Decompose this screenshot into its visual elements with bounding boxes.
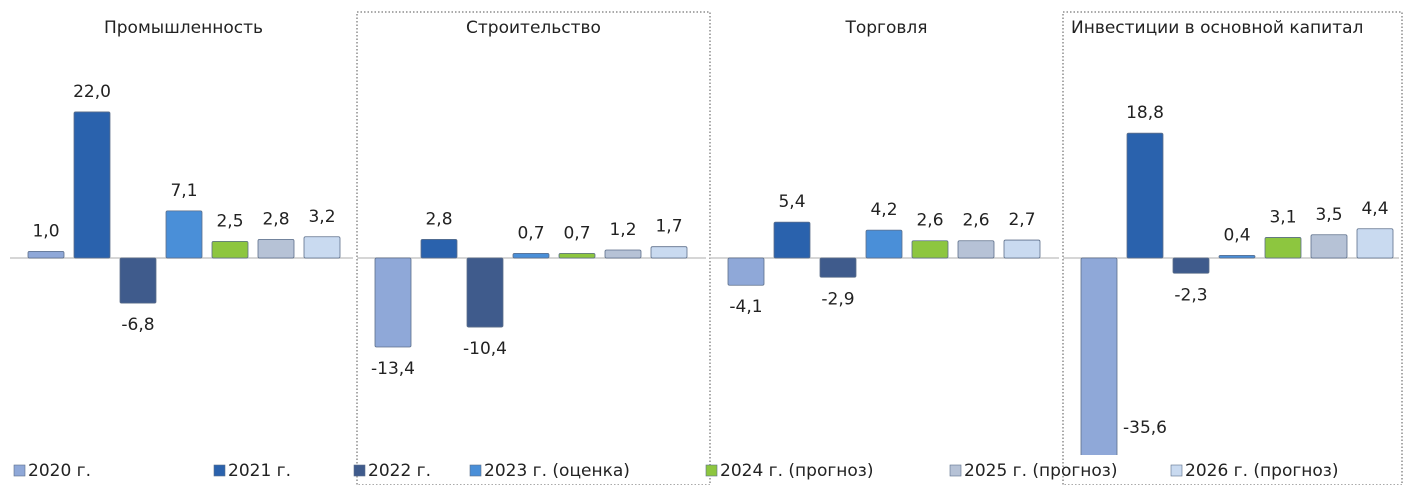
legend-label: 2022 г. xyxy=(368,461,431,481)
bar xyxy=(466,257,504,328)
value-label: 22,0 xyxy=(73,82,111,102)
value-label: -10,4 xyxy=(463,339,507,359)
value-label: 2,6 xyxy=(962,211,989,231)
bar xyxy=(165,210,203,259)
value-label: -13,4 xyxy=(371,359,415,379)
legend-label: 2020 г. xyxy=(28,461,91,481)
legend-label: 2025 г. (прогноз) xyxy=(964,461,1117,481)
legend-swatch xyxy=(949,464,962,477)
bar xyxy=(819,257,857,278)
legend-label: 2021 г. xyxy=(228,461,291,481)
bar xyxy=(558,252,596,259)
value-label: 1,7 xyxy=(655,217,682,237)
value-label: 3,1 xyxy=(1269,207,1296,227)
bar xyxy=(1080,257,1118,455)
value-label: 18,8 xyxy=(1126,103,1164,123)
value-label: 5,4 xyxy=(778,192,805,212)
value-label: 1,0 xyxy=(32,221,59,241)
bar xyxy=(865,229,903,259)
bar xyxy=(957,240,995,259)
value-label: 4,2 xyxy=(870,200,897,220)
bar xyxy=(211,240,249,259)
legend-swatch xyxy=(469,464,482,477)
bar xyxy=(727,257,765,286)
legend-label: 2023 г. (оценка) xyxy=(484,461,630,481)
bar xyxy=(73,111,111,259)
bar xyxy=(374,257,412,348)
legend-label: 2024 г. (прогноз) xyxy=(720,461,873,481)
panel-border xyxy=(1062,11,1403,485)
bar xyxy=(1218,254,1256,259)
value-label: -2,9 xyxy=(821,289,854,309)
value-label: 2,6 xyxy=(916,211,943,231)
bar xyxy=(1172,257,1210,274)
plot-area xyxy=(10,111,1399,455)
panel-title: Торговля xyxy=(844,18,927,38)
bar xyxy=(1356,228,1394,259)
value-label: 3,2 xyxy=(308,207,335,227)
legend-swatch xyxy=(1170,464,1183,477)
legend-label: 2026 г. (прогноз) xyxy=(1185,461,1338,481)
bar xyxy=(1310,234,1348,259)
value-label: 7,1 xyxy=(170,181,197,201)
value-label: -6,8 xyxy=(121,315,154,335)
value-label: -4,1 xyxy=(729,297,762,317)
panel-title: Инвестиции в основной капитал xyxy=(1071,18,1363,38)
value-label: 0,7 xyxy=(563,223,590,243)
legend-swatch xyxy=(705,464,718,477)
panel-title: Промышленность xyxy=(104,18,263,38)
bar xyxy=(303,236,341,259)
bar xyxy=(1264,237,1302,259)
value-label: -35,6 xyxy=(1123,418,1167,438)
value-label: -2,3 xyxy=(1174,285,1207,305)
bar xyxy=(257,239,295,259)
bar xyxy=(27,250,65,259)
value-label: 2,8 xyxy=(425,209,452,229)
panel-border xyxy=(356,11,711,485)
value-label: 4,4 xyxy=(1361,199,1388,219)
legend-swatch xyxy=(13,464,26,477)
value-label: 3,5 xyxy=(1315,205,1342,225)
value-label: 0,7 xyxy=(517,223,544,243)
bar xyxy=(420,239,458,259)
value-label: 0,4 xyxy=(1223,225,1250,245)
legend-swatch xyxy=(213,464,226,477)
bar xyxy=(1003,239,1041,259)
bar xyxy=(512,252,550,259)
value-label: 2,8 xyxy=(262,209,289,229)
value-label: 2,7 xyxy=(1008,210,1035,230)
legend-swatch xyxy=(353,464,366,477)
panel-title: Строительство xyxy=(466,18,601,38)
value-label: 1,2 xyxy=(609,220,636,240)
bar xyxy=(119,257,157,304)
bar xyxy=(604,249,642,259)
value-label: 2,5 xyxy=(216,211,243,231)
bar xyxy=(1126,132,1164,259)
bar xyxy=(650,246,688,259)
bar xyxy=(773,221,811,259)
bar xyxy=(911,240,949,259)
